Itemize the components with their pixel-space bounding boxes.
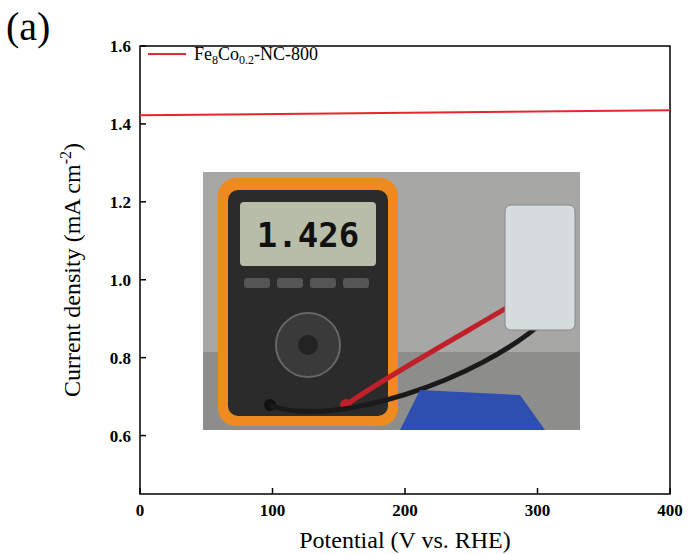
y-tick-label: 0.8 bbox=[110, 349, 131, 368]
meter-button bbox=[310, 278, 336, 288]
legend-swatch bbox=[148, 53, 186, 55]
series-line bbox=[140, 110, 670, 115]
x-tick-label: 0 bbox=[136, 501, 145, 520]
y-tick-label: 0.6 bbox=[110, 427, 131, 446]
meter-button bbox=[277, 278, 303, 288]
meter-reading: 1.426 bbox=[257, 215, 359, 255]
inset-photo bbox=[203, 172, 580, 430]
y-tick-label: 1.6 bbox=[110, 37, 131, 56]
y-tick-label: 1.4 bbox=[110, 115, 132, 134]
x-tick bbox=[404, 488, 406, 494]
x-axis-title: Potential (V vs. RHE) bbox=[299, 527, 511, 553]
meter-lcd bbox=[240, 202, 376, 266]
y-tick-label: 1.0 bbox=[110, 271, 131, 290]
plot-marks bbox=[140, 110, 670, 115]
legend-label: Fe8Co0.2-NC-800 bbox=[194, 44, 318, 67]
x-tick-label: 100 bbox=[260, 501, 286, 520]
plot-frame bbox=[140, 46, 670, 494]
probe-red bbox=[346, 300, 520, 405]
inset-cell bbox=[505, 205, 575, 330]
inset-glove bbox=[400, 390, 545, 430]
x-tick bbox=[537, 488, 539, 494]
meter-button bbox=[244, 278, 270, 288]
x-tick-label: 300 bbox=[525, 501, 551, 520]
y-tick bbox=[140, 357, 146, 359]
panel-label: (a) bbox=[6, 4, 50, 49]
meter-panel bbox=[228, 190, 388, 416]
x-tick-label: 400 bbox=[657, 501, 683, 520]
y-tick-label: 1.2 bbox=[110, 193, 131, 212]
y-tick bbox=[140, 201, 146, 203]
x-tick-label: 200 bbox=[392, 501, 418, 520]
y-axis-title: Current density (mA cm-2) bbox=[57, 143, 85, 397]
meter-dial bbox=[276, 313, 340, 377]
y-tick bbox=[140, 435, 146, 437]
y-tick bbox=[140, 279, 146, 281]
y-tick bbox=[140, 45, 146, 47]
meter-dial-center bbox=[298, 335, 318, 355]
x-tick bbox=[669, 488, 671, 494]
chart: 1.426 0.6 0.8 1.0 1.2 1.4 1.6 0 100 200 300 400 Pote… bbox=[0, 0, 688, 554]
x-tick bbox=[139, 488, 141, 494]
meter-button bbox=[343, 278, 369, 288]
y-tick bbox=[140, 123, 146, 125]
x-tick bbox=[272, 488, 274, 494]
